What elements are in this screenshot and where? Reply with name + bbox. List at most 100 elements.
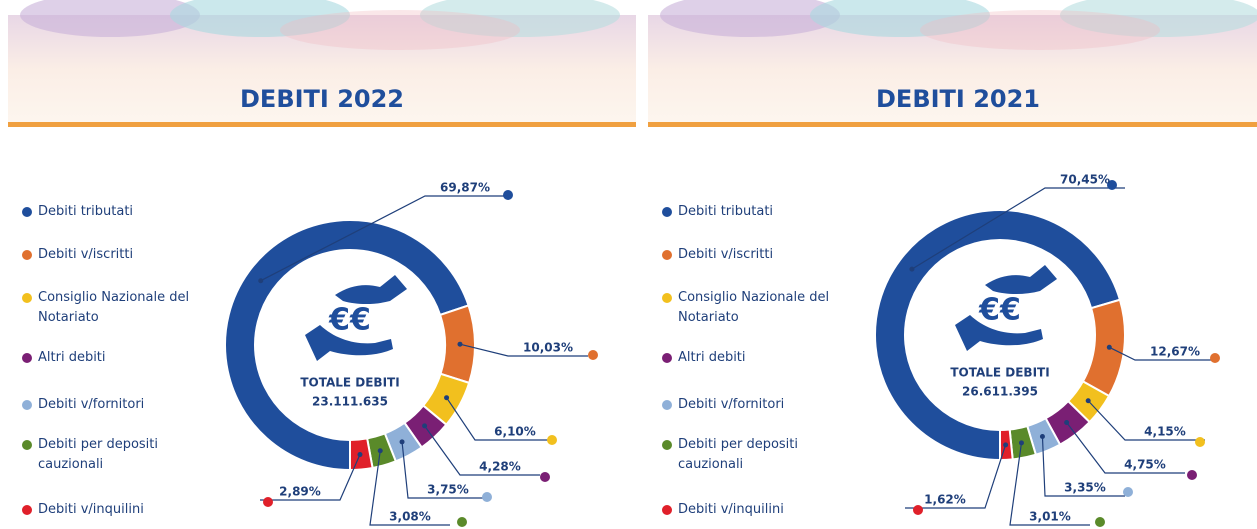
leader-dot — [1210, 353, 1220, 363]
legend-label: Debiti tributati — [678, 204, 774, 219]
value-label: 2,89% — [279, 485, 321, 499]
legend-dot — [662, 293, 672, 303]
legend-label: Debiti tributati — [38, 204, 134, 219]
value-label: 12,67% — [1150, 345, 1200, 359]
leader-dot — [588, 350, 598, 360]
hand-top — [335, 275, 407, 304]
legend-item: Debiti v/fornitori — [22, 395, 208, 415]
leader-line — [401, 441, 488, 499]
leader-line — [1109, 346, 1215, 361]
panel-title: DEBITI 2021 — [876, 85, 1040, 113]
center-value: 26.611.395 — [962, 385, 1038, 399]
value-label: 4,75% — [1124, 458, 1166, 472]
legend-item: Altri debiti — [662, 348, 848, 368]
legend-label: Consiglio Nazionale del Notariato — [678, 290, 830, 325]
legend-label: Altri debiti — [38, 350, 106, 365]
leader-line — [1066, 422, 1185, 474]
leader-line — [905, 444, 1007, 509]
legend-dot — [662, 250, 672, 260]
leader-dot — [1107, 180, 1117, 190]
leader-dot — [1195, 437, 1205, 447]
center-value: 23.111.635 — [312, 395, 388, 409]
legend-label: Debiti per depositi cauzionali — [38, 437, 158, 472]
center-title: TOTALE DEBITI — [950, 366, 1049, 380]
leader-line — [369, 450, 450, 526]
legend-dot — [662, 505, 672, 515]
legend-label: Debiti v/fornitori — [38, 397, 145, 412]
value-label: 10,03% — [523, 341, 573, 355]
leader-line — [446, 397, 555, 441]
leader-line — [260, 454, 361, 501]
leader-dot — [503, 190, 513, 200]
legend-label: Debiti v/inquilini — [678, 502, 784, 517]
value-label: 3,75% — [427, 483, 469, 497]
legend-label: Debiti v/iscritti — [38, 247, 134, 262]
legend-label: Debiti per depositi cauzionali — [678, 437, 798, 472]
donut-slice — [874, 209, 1122, 462]
leader-line — [1041, 436, 1125, 497]
value-label: 3,35% — [1064, 481, 1106, 495]
legend-dot — [662, 207, 672, 217]
leader-line — [260, 195, 505, 282]
leader-dot — [263, 497, 273, 507]
leader-dot — [482, 492, 492, 502]
donut-slice — [224, 219, 470, 472]
value-label: 70,45% — [1060, 173, 1110, 187]
legend-item: Debiti tributati — [22, 202, 208, 222]
legend-item: Debiti tributati — [662, 202, 848, 222]
money-icon: €€ — [955, 265, 1057, 351]
leader-dot — [457, 517, 467, 527]
value-label: 3,01% — [1029, 510, 1071, 524]
banner-right — [648, 0, 1257, 127]
legend-label: Debiti v/inquilini — [38, 502, 144, 517]
leader-dot — [547, 435, 557, 445]
leader-line — [424, 425, 540, 476]
value-label: 4,15% — [1144, 425, 1186, 439]
value-label: 6,10% — [494, 425, 536, 439]
panel-title: DEBITI 2022 — [240, 85, 404, 113]
legend-item: Altri debiti — [22, 348, 208, 368]
value-label: 3,08% — [389, 510, 431, 524]
legend-label: Altri debiti — [678, 350, 746, 365]
legend-dot — [22, 440, 32, 450]
legend-label: Debiti v/fornitori — [678, 397, 785, 412]
value-label: 1,62% — [924, 493, 966, 507]
leader-dot — [1187, 470, 1197, 480]
legend-label: Consiglio Nazionale del Notariato — [38, 290, 190, 325]
legend-dot — [22, 250, 32, 260]
legend-item: Debiti per depositi cauzionali — [22, 435, 208, 475]
leader-dot — [1095, 517, 1105, 527]
legend-dot — [22, 505, 32, 515]
leader-line — [459, 343, 588, 357]
value-label: 4,28% — [479, 460, 521, 474]
euro-glyph: €€ — [328, 303, 371, 338]
legend-dot — [22, 353, 32, 363]
legend-dot — [662, 400, 672, 410]
leader-line — [1009, 442, 1090, 526]
leader-line — [1087, 400, 1205, 441]
euro-glyph: €€ — [978, 293, 1021, 328]
legend-item: Debiti per depositi cauzionali — [662, 435, 848, 475]
legend-label: Debiti v/iscritti — [678, 247, 774, 262]
leader-line — [911, 187, 1125, 270]
legend-item: Consiglio Nazionale del Notariato — [22, 288, 208, 328]
leader-dot — [1123, 487, 1133, 497]
legend-item: Debiti v/iscritti — [662, 245, 848, 265]
legend-dot — [22, 400, 32, 410]
hand-top — [985, 265, 1057, 294]
legend-item: Debiti v/iscritti — [22, 245, 208, 265]
legend-item: Debiti v/fornitori — [662, 395, 848, 415]
legend-dot — [662, 440, 672, 450]
legend-item: Consiglio Nazionale del Notariato — [662, 288, 848, 328]
leader-dot — [913, 505, 923, 515]
legend-item: Debiti v/inquilini — [662, 500, 848, 520]
value-label: 69,87% — [440, 181, 490, 195]
leader-dot — [540, 472, 550, 482]
legend-dot — [22, 207, 32, 217]
legend-item: Debiti v/inquilini — [22, 500, 208, 520]
center-title: TOTALE DEBITI — [300, 376, 399, 390]
legend-dot — [662, 353, 672, 363]
hand-bottom — [955, 315, 1043, 351]
